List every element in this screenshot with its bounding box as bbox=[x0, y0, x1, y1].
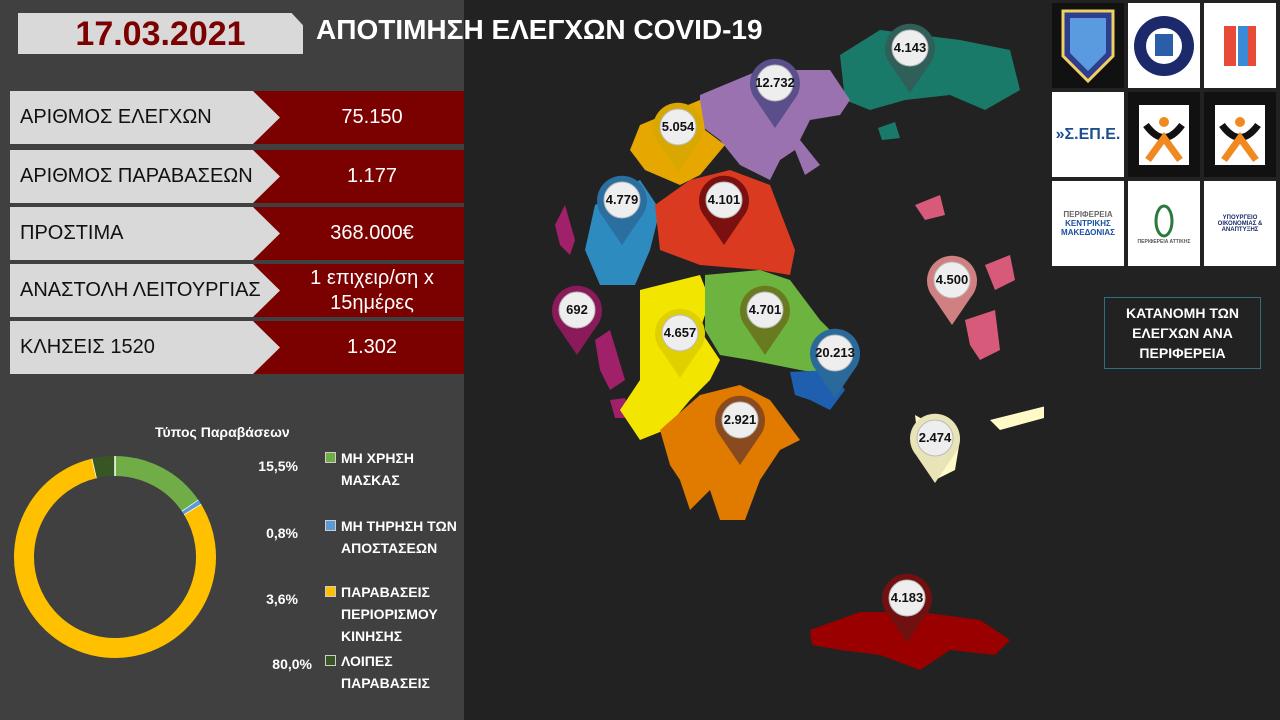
pin-value: 20.213 bbox=[815, 345, 855, 360]
data-label: 0,8% bbox=[266, 525, 298, 541]
stat-row-calls: ΚΛΗΣΕΙΣ 1520 1.302 bbox=[10, 321, 464, 374]
pin-value: 692 bbox=[566, 302, 588, 317]
legend-label: ΛΟΙΠΕΣ ΠΑΡΑΒΑΣΕΙΣ bbox=[341, 653, 430, 691]
map-pin[interactable]: 4.500 bbox=[925, 253, 979, 327]
map-pin-icon bbox=[552, 285, 602, 355]
logos-grid: »Σ.ΕΠ.Ε. ΠΕΡΙΦΕΡΕΙΑ ΚΕΝΤΡΙΚΗΣ ΜΑΚΕΔΟΝΙΑΣ Π… bbox=[1052, 3, 1276, 270]
map-pin-icon bbox=[715, 395, 765, 465]
region-ionian bbox=[555, 205, 575, 255]
region-thrace bbox=[840, 30, 1020, 110]
slice-separator bbox=[183, 503, 202, 516]
map-pin-icon bbox=[882, 573, 932, 643]
logo-municipal-police-karditsa bbox=[1204, 92, 1276, 177]
logo-transparency-authority bbox=[1204, 3, 1276, 88]
region-thrace-island bbox=[878, 122, 900, 140]
logo-ministry-economy: ΥΠΟΥΡΓΕΙΟ ΟΙΚΟΝΟΜΙΑΣ & ΑΝΑΠΤΥΞΗΣ bbox=[1204, 181, 1276, 266]
page-title: ΑΠΟΤΙΜΗΣΗ ΕΛΕΓΧΩΝ COVID-19 bbox=[316, 14, 763, 45]
stat-value: 1.177 bbox=[250, 150, 464, 203]
pin-value: 5.054 bbox=[661, 119, 695, 134]
legend-item: ΠΑΡΑΒΑΣΕΙΣ ΠΕΡΙΟΡΙΣΜΟΥ ΚΙΝΗΣΗΣ bbox=[325, 581, 460, 647]
map-pin-icon bbox=[910, 413, 960, 483]
stat-label: ΚΛΗΣΕΙΣ 1520 bbox=[10, 321, 280, 374]
stat-row-checks: ΑΡΙΘΜΟΣ ΕΛΕΓΧΩΝ 75.150 bbox=[10, 91, 464, 144]
stat-label: ΑΡΙΘΜΟΣ ΠΑΡΑΒΑΣΕΩΝ bbox=[10, 150, 280, 203]
region-peloponnese bbox=[660, 385, 800, 520]
pin-value: 4.183 bbox=[890, 590, 924, 605]
stat-value: 368.000€ bbox=[250, 207, 464, 260]
map-pin-icon bbox=[885, 23, 935, 94]
donut-chart bbox=[14, 456, 216, 658]
donut-slice-3 bbox=[92, 456, 116, 479]
region-north-aegean3 bbox=[915, 195, 945, 220]
pin-value: 4.143 bbox=[893, 40, 927, 55]
region-south-aegean3 bbox=[990, 406, 1044, 430]
legend-item: ΜΗ ΤΗΡΗΣΗ ΤΩΝ ΑΠΟΣΤΑΣΕΩΝ bbox=[325, 515, 460, 559]
map-pin[interactable]: 4.701 bbox=[738, 283, 792, 357]
stat-label: ΠΡΟΣΤΙΜΑ bbox=[10, 207, 280, 260]
map-pin[interactable]: 4.101 bbox=[697, 173, 751, 247]
legend-swatch bbox=[325, 586, 336, 597]
donut-slice-2 bbox=[14, 458, 216, 658]
legend-item: ΛΟΙΠΕΣ ΠΑΡΑΒΑΣΕΙΣ bbox=[325, 650, 460, 694]
logo-coast-guard bbox=[1052, 3, 1124, 88]
stat-row-fines: ΠΡΟΣΤΙΜΑ 368.000€ bbox=[10, 207, 464, 260]
legend-swatch bbox=[325, 452, 336, 463]
logo-municipal-police-athens bbox=[1128, 92, 1200, 177]
pin-value: 4.101 bbox=[707, 192, 741, 207]
stat-label: ΑΝΑΣΤΟΛΗ ΛΕΙΤΟΥΡΓΙΑΣ bbox=[10, 264, 280, 317]
data-label: 3,6% bbox=[266, 591, 298, 607]
map-pin[interactable]: 692 bbox=[550, 283, 604, 357]
map-pin[interactable]: 4.779 bbox=[595, 173, 649, 247]
stat-row-violations: ΑΡΙΘΜΟΣ ΠΑΡΑΒΑΣΕΩΝ 1.177 bbox=[10, 150, 464, 203]
map-pin[interactable]: 20.213 bbox=[808, 326, 862, 400]
legend-swatch bbox=[325, 655, 336, 666]
map-pin[interactable]: 12.732 bbox=[748, 56, 802, 130]
pin-value: 2.474 bbox=[918, 430, 952, 445]
map-pin-icon bbox=[750, 58, 800, 128]
legend-label: ΠΑΡΑΒΑΣΕΙΣ ΠΕΡΙΟΡΙΣΜΟΥ ΚΙΝΗΣΗΣ bbox=[341, 584, 438, 644]
data-label: 80,0% bbox=[272, 656, 312, 672]
data-label: 15,5% bbox=[258, 458, 298, 474]
legend-swatch bbox=[325, 520, 336, 531]
date-label: 17.03.2021 bbox=[18, 13, 303, 54]
map-pin[interactable]: 4.183 bbox=[880, 571, 934, 645]
region-crete bbox=[810, 612, 1010, 670]
pin-value: 4.701 bbox=[748, 302, 782, 317]
chart-title: Τύπος Παραβάσεων bbox=[155, 424, 290, 440]
map-pin-icon bbox=[699, 175, 749, 245]
map-pin[interactable]: 2.474 bbox=[908, 411, 962, 485]
pin-value: 4.779 bbox=[605, 192, 639, 207]
map-pin[interactable]: 4.143 bbox=[883, 21, 937, 95]
logo-hellenic-police bbox=[1128, 3, 1200, 88]
logo-region-attica: ΠΕΡΙΦΕΡΕΙΑ ΑΤΤΙΚΗΣ bbox=[1128, 181, 1200, 266]
map-pin-icon bbox=[655, 308, 705, 378]
logo-sepe: »Σ.ΕΠ.Ε. bbox=[1052, 92, 1124, 177]
map-pin-icon bbox=[653, 102, 703, 172]
map-pin-icon bbox=[810, 328, 860, 398]
region-north-aegean bbox=[985, 255, 1015, 290]
map-pin[interactable]: 2.921 bbox=[713, 393, 767, 467]
map-pin-icon bbox=[740, 285, 790, 355]
stat-label: ΑΡΙΘΜΟΣ ΕΛΕΓΧΩΝ bbox=[10, 91, 280, 144]
region-north-aegean2 bbox=[965, 310, 1000, 360]
legend-label: ΜΗ ΧΡΗΣΗ ΜΑΣΚΑΣ bbox=[341, 450, 414, 488]
map-pin[interactable]: 4.657 bbox=[653, 306, 707, 380]
stat-value: 75.150 bbox=[250, 91, 464, 144]
pin-value: 2.921 bbox=[723, 412, 757, 427]
pin-value: 4.657 bbox=[663, 325, 697, 340]
pin-value: 4.500 bbox=[935, 272, 969, 287]
map-caption: ΚΑΤΑΝΟΜΗ ΤΩΝ ΕΛΕΓΧΩΝ ΑΝΑ ΠΕΡΙΦΕΡΕΙΑ bbox=[1104, 297, 1261, 369]
donut-slice-0 bbox=[114, 456, 199, 512]
legend-item: ΜΗ ΧΡΗΣΗ ΜΑΣΚΑΣ bbox=[325, 447, 460, 491]
stat-row-suspension: ΑΝΑΣΤΟΛΗ ΛΕΙΤΟΥΡΓΙΑΣ 1 επιχειρ/ση x 15ημέ… bbox=[10, 264, 464, 317]
stat-value: 1 επιχειρ/ση x 15ημέρες bbox=[250, 264, 464, 317]
region-ionian2 bbox=[595, 330, 625, 390]
pin-value: 12.732 bbox=[755, 75, 795, 90]
legend-label: ΜΗ ΤΗΡΗΣΗ ΤΩΝ ΑΠΟΣΤΑΣΕΩΝ bbox=[341, 518, 457, 556]
map-pin-icon bbox=[597, 175, 647, 245]
map-pin-icon bbox=[927, 255, 977, 325]
map-pin[interactable]: 5.054 bbox=[651, 100, 705, 174]
logo-region-central-macedonia: ΠΕΡΙΦΕΡΕΙΑ ΚΕΝΤΡΙΚΗΣ ΜΑΚΕΔΟΝΙΑΣ bbox=[1052, 181, 1124, 266]
stat-value: 1.302 bbox=[250, 321, 464, 374]
